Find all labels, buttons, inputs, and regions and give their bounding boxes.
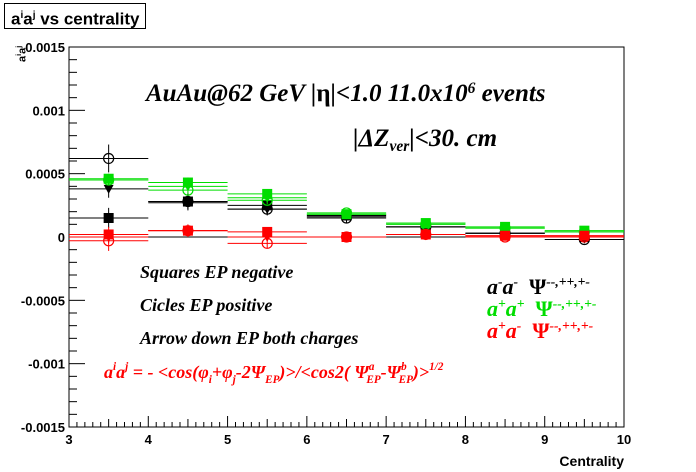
- circles-note: Cicles EP positive: [140, 295, 273, 315]
- data-point-triangle: [262, 233, 273, 242]
- data-point-triangle: [500, 224, 511, 234]
- data-point-triangle: [500, 231, 511, 241]
- series-8: [69, 226, 624, 244]
- data-point-triangle: [182, 226, 193, 236]
- x-tick-label: 3: [65, 432, 72, 447]
- x-axis-label: Centrality: [559, 453, 624, 469]
- data-point-triangle: [420, 230, 431, 240]
- data-point-triangle: [579, 231, 590, 241]
- x-tick-label: 6: [303, 432, 310, 447]
- data-point-triangle: [182, 198, 193, 208]
- arrows-note: Arrow down EP both charges: [140, 328, 359, 348]
- experiment-label: AuAu@62 GeV |η|<1.0 11.0x106 events: [146, 80, 546, 107]
- data-point-square: [262, 226, 273, 237]
- squares-note: Squares EP negative: [140, 262, 294, 282]
- legend-green: a+a+ Ψ--,++,+-: [487, 296, 597, 321]
- y-tick-label: -0.0005: [21, 293, 65, 308]
- data-marks: [69, 144, 624, 251]
- data-point-square: [103, 213, 114, 223]
- x-tick-label: 8: [462, 432, 469, 447]
- data-point-triangle: [103, 176, 114, 185]
- tick-labels: 3 4 5 6 7 8 9 10 -0.0015 -0.001 -0.0005 0 0.0005 0.00…: [21, 40, 631, 447]
- y-tick-label: -0.0015: [21, 420, 65, 435]
- x-tick-label: 9: [541, 432, 548, 447]
- x-tick-label: 4: [145, 432, 153, 447]
- data-point-triangle: [341, 233, 352, 242]
- y-tick-label: 0.0015: [25, 40, 65, 55]
- x-tick-label: 7: [383, 432, 390, 447]
- chart-title: aiaj vs centrality: [4, 3, 147, 29]
- x-tick-label: 10: [617, 432, 631, 447]
- x-tick-label: 5: [224, 432, 231, 447]
- y-axis-label: aiaj: [16, 45, 29, 62]
- y-tick-label: 0.0005: [25, 167, 65, 182]
- data-point-triangle: [262, 205, 273, 215]
- y-tick-label: 0: [58, 230, 65, 245]
- data-point-circle: [103, 152, 115, 165]
- data-point-triangle: [341, 210, 352, 220]
- axis-ticks: [68, 46, 625, 428]
- legend-red: a+a- Ψ--,++,+-: [487, 318, 594, 343]
- vertex-cut-label: |ΔZver|<30. cm: [353, 125, 498, 155]
- data-point-triangle: [420, 219, 431, 229]
- y-tick-label: 0.001: [32, 103, 65, 118]
- y-tick-label: -0.001: [28, 357, 65, 372]
- series-5: [69, 174, 624, 237]
- data-point-triangle: [182, 182, 193, 192]
- legend-black: a-a- Ψ--,++,+-: [487, 274, 590, 299]
- formula-label: aiaj = - <cos(φi+φj-2ΨEP)>/<cos2( ΨaEP-Ψ…: [104, 361, 444, 386]
- data-point-triangle: [262, 193, 273, 203]
- data-point-triangle: [103, 233, 114, 242]
- data-point-triangle: [103, 184, 114, 194]
